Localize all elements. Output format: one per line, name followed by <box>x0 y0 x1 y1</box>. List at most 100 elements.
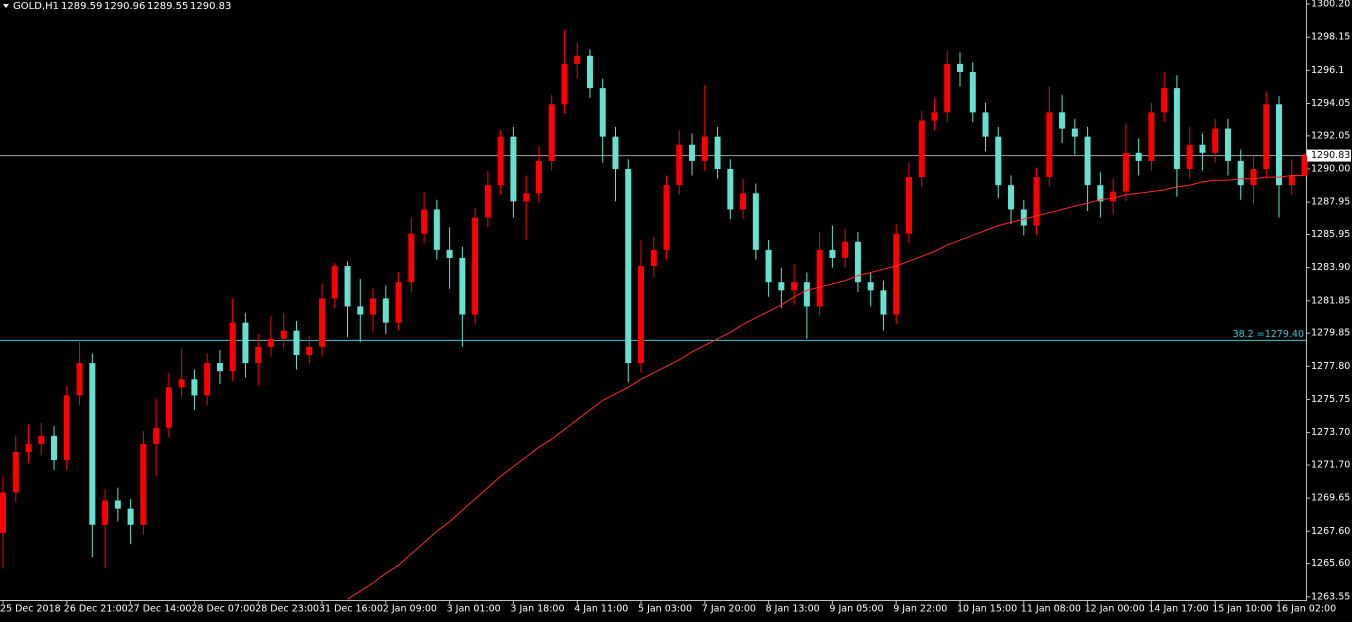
candle-body <box>791 282 798 291</box>
y-tick-label: 1279.85 <box>1311 328 1350 339</box>
candle-body <box>293 330 300 355</box>
header-close: 1290.83 <box>190 1 231 12</box>
candle-body <box>982 112 989 137</box>
candle-body <box>1186 144 1193 170</box>
candle-body <box>944 63 951 113</box>
candle-body <box>765 249 772 283</box>
x-tick-label: 2 Jan 09:00 <box>383 604 437 615</box>
candle-body <box>1071 128 1078 137</box>
candle-body <box>1161 88 1168 113</box>
candle-body <box>229 322 236 372</box>
y-tick-label: 1290.00 <box>1311 164 1350 175</box>
candle-body <box>650 249 657 267</box>
x-tick-label: 5 Jan 03:00 <box>638 604 692 615</box>
candle-body <box>510 136 517 202</box>
candle-body <box>204 363 211 396</box>
candle-body <box>625 169 632 364</box>
y-tick-label: 1283.90 <box>1311 262 1350 273</box>
x-tick-label: 4 Jan 11:00 <box>574 604 628 615</box>
candle-body <box>1237 160 1244 186</box>
x-tick-label: 25 Dec 2018 <box>0 604 61 615</box>
header-open: 1289.59 <box>61 1 102 12</box>
candle-body <box>1288 175 1295 186</box>
candle-body <box>893 233 900 315</box>
candle-body <box>370 298 377 315</box>
candle-body <box>153 427 160 444</box>
y-tick-label: 1294.05 <box>1311 98 1350 109</box>
candle-body <box>319 298 325 347</box>
candle-body <box>599 88 606 137</box>
x-tick-label: 3 Jan 01:00 <box>447 604 501 615</box>
bid-label: 1290.83 <box>1311 150 1350 161</box>
candle-body <box>1250 169 1257 186</box>
candle-body <box>548 104 555 161</box>
candle-body <box>714 136 721 170</box>
x-tick-label: 14 Jan 17:00 <box>1148 604 1208 615</box>
x-tick-label: 28 Dec 23:00 <box>255 604 319 615</box>
candle-body <box>778 282 785 291</box>
candle-body <box>803 282 810 307</box>
candle-body <box>127 508 134 525</box>
candle-body <box>638 266 644 364</box>
candle-body <box>472 217 479 315</box>
candle-body <box>586 55 593 89</box>
candle-body <box>89 363 96 525</box>
candle-body <box>242 322 249 364</box>
y-tick-label: 1267.60 <box>1311 526 1350 537</box>
x-tick-label: 7 Jan 20:00 <box>702 604 756 615</box>
candle-body <box>216 363 223 372</box>
candle-body <box>63 395 70 461</box>
candle-body <box>867 282 874 291</box>
candle-body <box>535 160 542 194</box>
candle-body <box>267 338 274 347</box>
candle-body <box>1301 155 1308 176</box>
y-tick-label: 1300.20 <box>1311 0 1350 10</box>
candle-body <box>408 233 415 283</box>
candle-body <box>12 452 19 493</box>
candle-body <box>701 136 708 161</box>
candle-body <box>178 379 185 388</box>
candle-body <box>165 387 172 428</box>
x-tick-label: 10 Jan 15:00 <box>957 604 1017 615</box>
y-tick-label: 1285.95 <box>1311 229 1350 240</box>
candle-body <box>842 241 849 258</box>
candle-body <box>140 443 147 525</box>
x-tick-label: 9 Jan 05:00 <box>829 604 883 615</box>
candle-body <box>357 306 364 315</box>
candle-body <box>76 363 83 396</box>
candle-body <box>931 112 938 121</box>
candle-body <box>0 492 6 533</box>
candle-body <box>752 193 759 250</box>
y-tick-label: 1281.85 <box>1311 295 1350 306</box>
y-tick-label: 1275.75 <box>1311 394 1350 405</box>
symbol: GOLD,H1 <box>13 1 59 12</box>
candle-body <box>344 266 351 307</box>
candle-body <box>676 144 683 186</box>
candle-body <box>957 63 963 72</box>
candle-body <box>1276 104 1282 186</box>
menu-triangle[interactable] <box>3 4 9 8</box>
candle-body <box>1033 177 1040 226</box>
candle-body <box>574 55 581 64</box>
candle-body <box>1008 185 1015 210</box>
x-tick-label: 16 Jan 02:00 <box>1276 604 1336 615</box>
fib-label: 38.2 =1279.40 <box>1233 329 1304 340</box>
x-tick-label: 31 Dec 16:00 <box>319 604 383 615</box>
candle-body <box>905 177 912 234</box>
x-tick-label: 12 Jan 00:00 <box>1085 604 1145 615</box>
y-tick-label: 1273.70 <box>1311 427 1350 438</box>
header-high: 1290.96 <box>104 1 145 12</box>
candle-body <box>1084 136 1091 186</box>
y-tick-label: 1263.55 <box>1311 591 1350 602</box>
candle-body <box>382 298 389 323</box>
y-tick-label: 1269.65 <box>1311 493 1350 504</box>
candle-body <box>306 346 313 355</box>
candle-body <box>446 249 453 258</box>
candle-body <box>829 249 836 258</box>
candle-body <box>1224 128 1231 161</box>
candle-body <box>1046 112 1053 178</box>
candle-body <box>191 379 198 396</box>
candle-body <box>421 209 428 234</box>
